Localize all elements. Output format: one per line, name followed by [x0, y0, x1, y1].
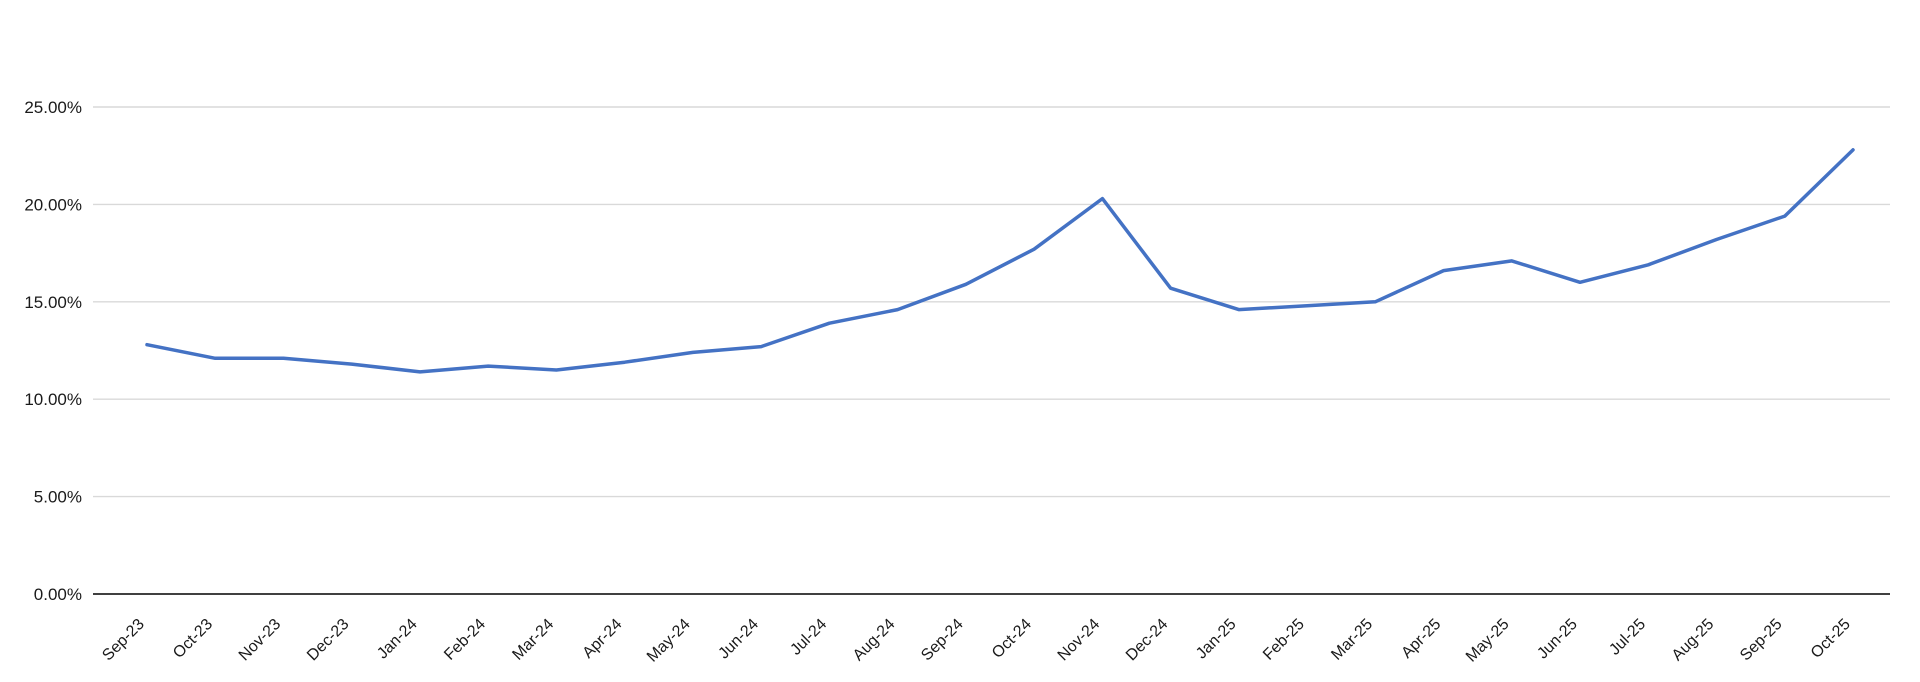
y-axis-tick-label: 20.00%: [24, 195, 82, 214]
x-axis-tick-label: Jun-25: [1534, 616, 1581, 663]
y-axis-tick-label: 25.00%: [24, 98, 82, 117]
series-line: [145, 148, 1855, 374]
x-axis-tick-label: May-25: [1463, 616, 1513, 666]
x-axis-tick-label: Jul-24: [787, 616, 830, 659]
x-axis-tick-label: Sep-25: [1737, 616, 1786, 665]
x-axis-tick-label: Aug-24: [850, 616, 899, 665]
x-axis-tick-label: Feb-25: [1260, 616, 1308, 664]
y-axis-tick-label: 5.00%: [34, 488, 82, 507]
y-axis-labels: 0.00% 5.00% 10.00% 15.00% 20.00% 25.00%: [24, 98, 82, 604]
x-axis-tick-label: Mar-25: [1328, 616, 1376, 664]
x-axis-tick-label: Nov-24: [1055, 616, 1104, 665]
x-axis-tick-label: Mar-24: [509, 616, 557, 664]
x-axis-tick-label: Jan-24: [374, 616, 421, 663]
x-axis-tick-label: Apr-24: [580, 616, 626, 662]
y-axis-tick-label: 10.00%: [24, 390, 82, 409]
x-axis-tick-label: Jun-24: [715, 616, 762, 663]
x-axis-tick-label: Sep-24: [918, 616, 967, 665]
x-axis-tick-label: Oct-25: [1808, 616, 1854, 662]
x-axis-tick-label: Jan-25: [1193, 616, 1240, 663]
x-axis-tick-label: Feb-24: [441, 616, 489, 664]
y-axis-tick-label: 15.00%: [24, 293, 82, 312]
x-axis-tick-label: May-24: [644, 616, 694, 666]
x-axis-tick-label: Nov-23: [236, 616, 285, 665]
x-axis-labels: Sep-23 Oct-23 Nov-23 Dec-23 Jan-24 Feb-24 Mar-…: [99, 616, 1854, 666]
y-gridlines: [93, 106, 1890, 498]
x-axis-tick-label: Jul-25: [1606, 616, 1649, 659]
y-axis-tick-label: 0.00%: [34, 585, 82, 604]
x-axis-tick-label: Oct-24: [989, 616, 1035, 662]
x-axis-tick-label: Dec-24: [1123, 616, 1172, 665]
x-axis-tick-label: Dec-23: [304, 616, 353, 665]
x-axis-tick-label: Aug-25: [1669, 616, 1718, 665]
x-axis-tick-label: Oct-23: [170, 616, 216, 662]
x-axis-tick-label: Sep-23: [99, 616, 148, 665]
x-axis-tick-label: Apr-25: [1398, 616, 1444, 662]
